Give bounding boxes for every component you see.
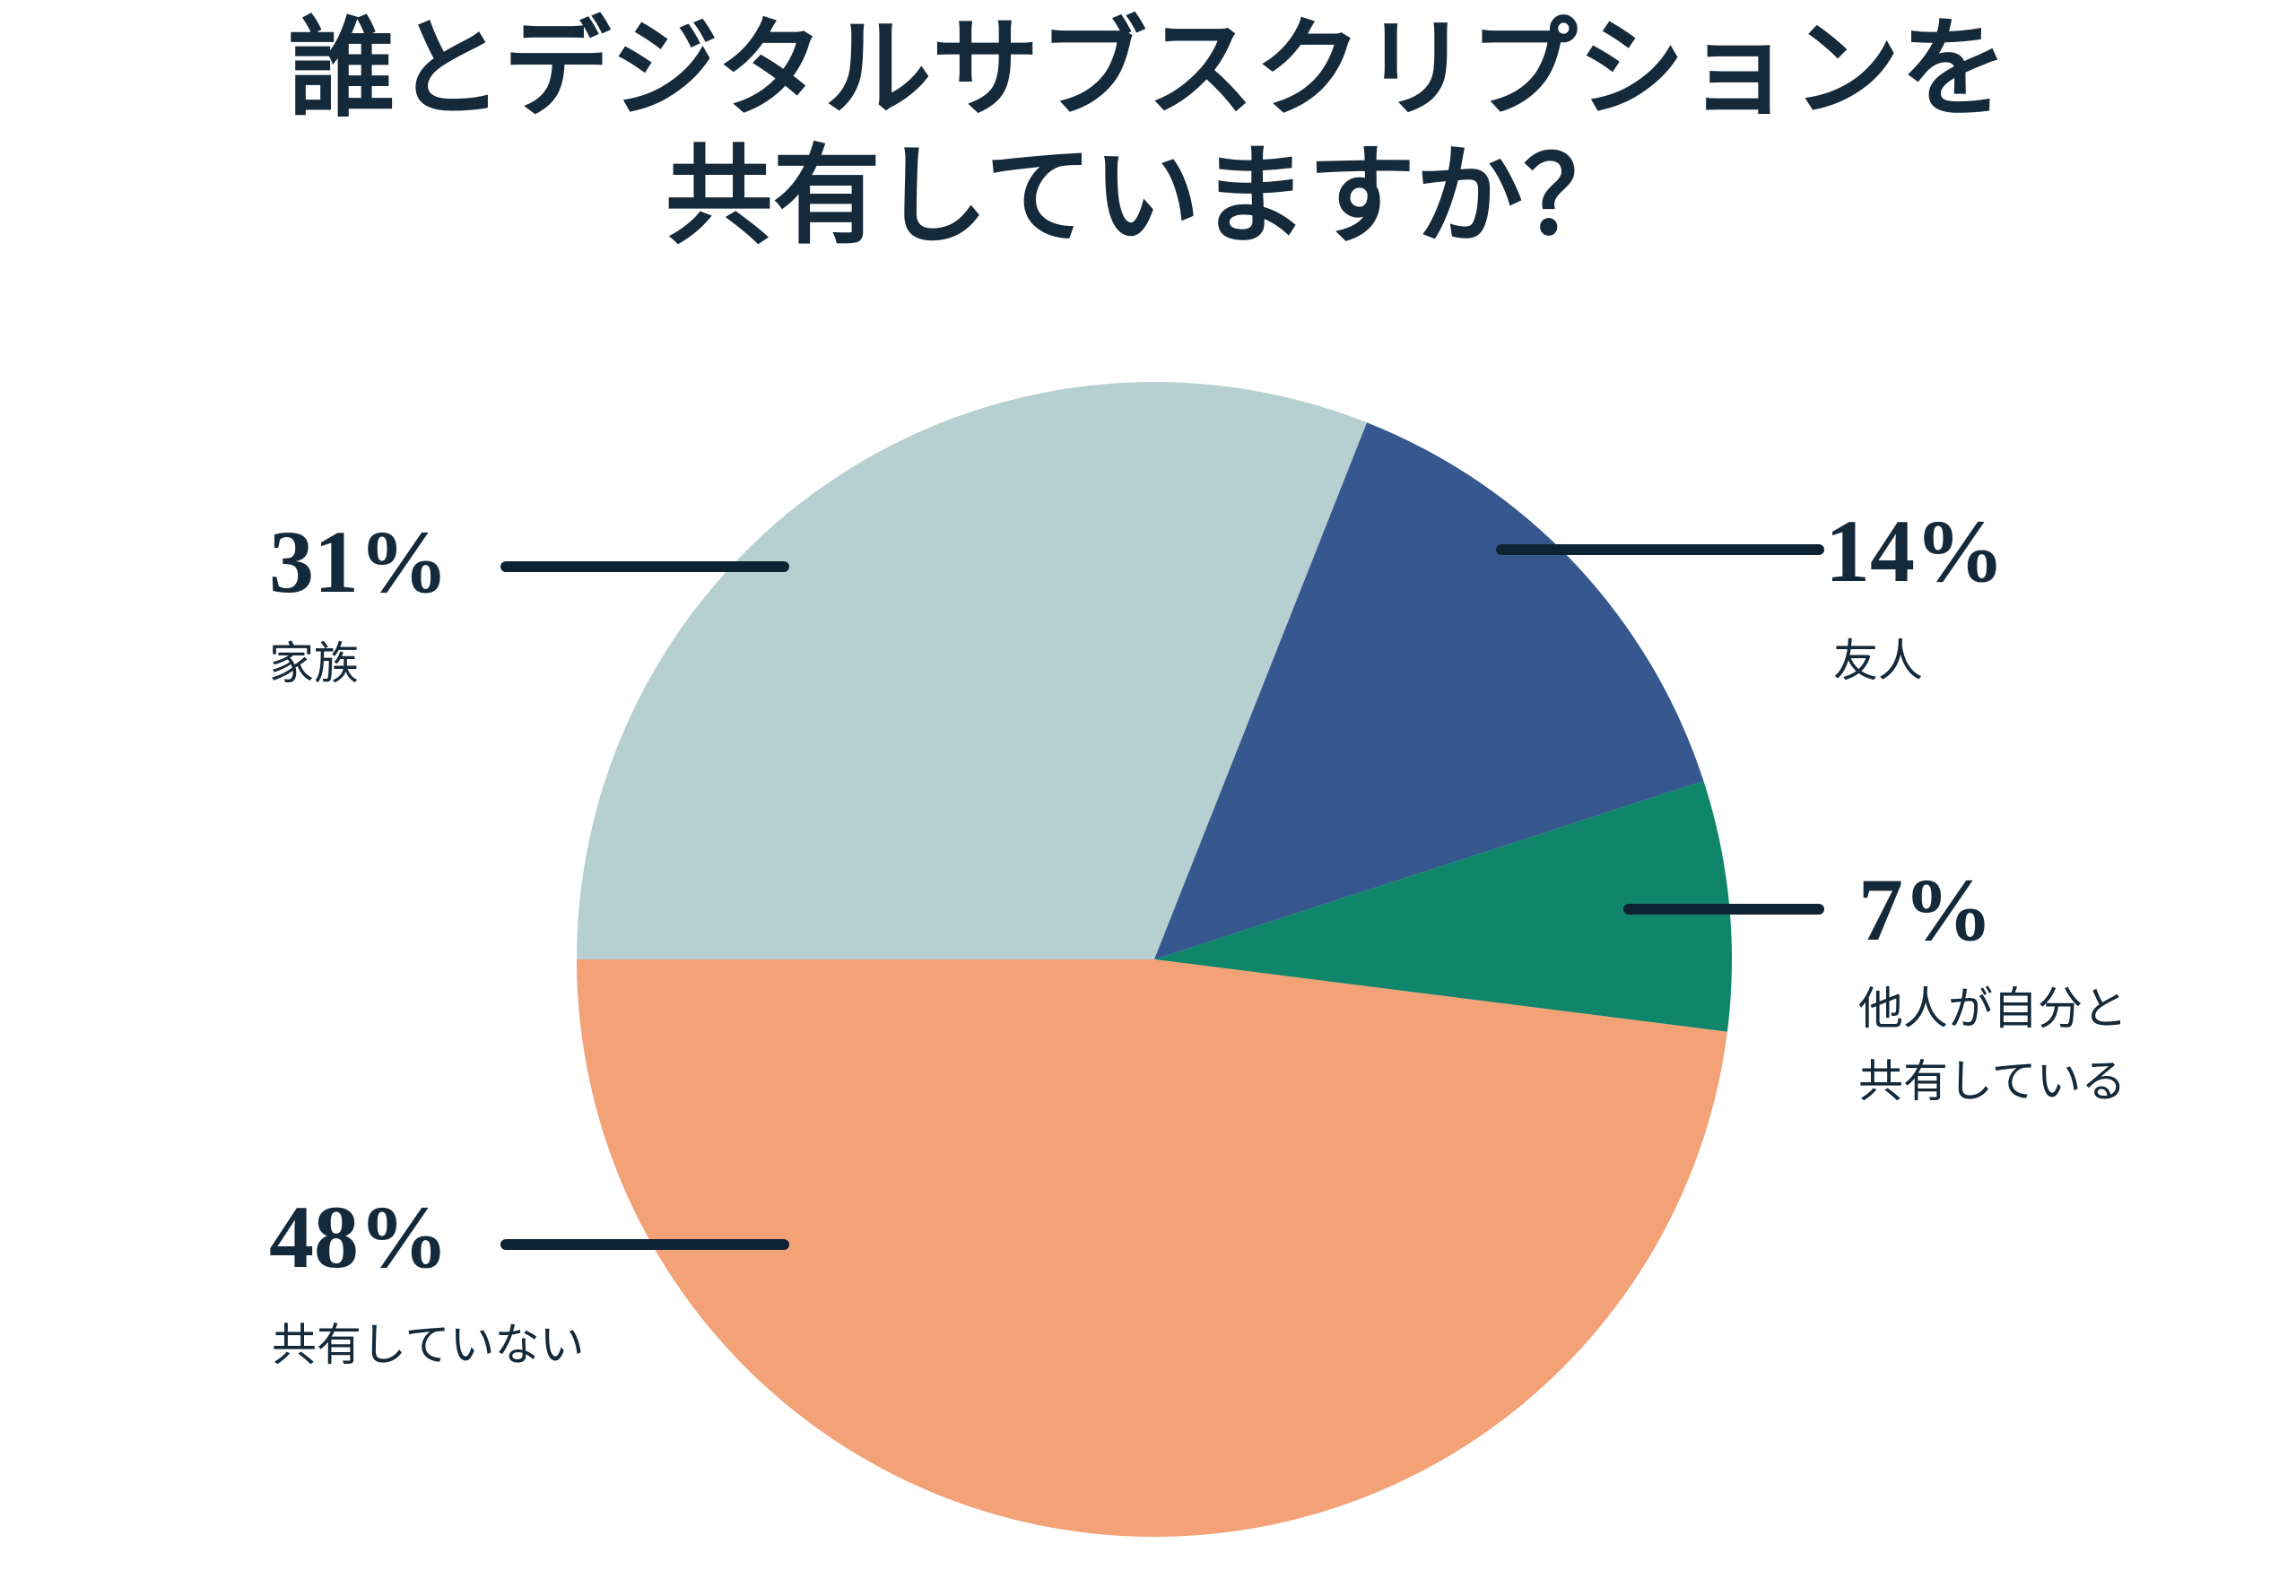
- pie-slice-family: [577, 382, 1368, 959]
- not-sharing-percentage: 48%: [269, 1187, 448, 1287]
- pie-slice-friends: [1154, 422, 1704, 960]
- friends-label: 友人: [1833, 636, 1923, 686]
- pie-chart: [577, 382, 1732, 1537]
- pie-slice-not-sharing: [577, 959, 1727, 1537]
- friends-percentage: 14%: [1825, 501, 2005, 601]
- pie-slice-shared-by-others: [1154, 780, 1732, 1032]
- family-percentage: 31%: [269, 512, 448, 612]
- shared-by-others-leader-line: [1623, 904, 1824, 915]
- shared-by-others-percentage: 7%: [1858, 860, 1993, 959]
- family-label: 家族: [269, 638, 359, 689]
- chart-title: 誰とデジタルサブスクリプションを 共有していますか？: [288, 9, 2008, 256]
- not-sharing-leader-line: [500, 1239, 789, 1250]
- not-sharing-label: 共有していない: [272, 1320, 585, 1370]
- friends-leader-line: [1496, 544, 1824, 555]
- shared-by-others-label: 他人が自分と 共有している: [1858, 984, 2127, 1106]
- family-leader-line: [500, 561, 789, 572]
